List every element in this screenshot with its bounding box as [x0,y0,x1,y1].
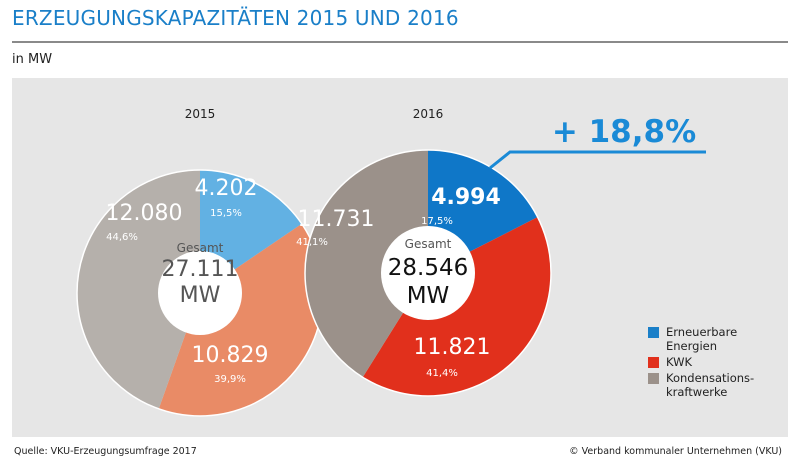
callout-line [489,150,706,170]
donut-hole-2016 [381,226,475,320]
legend: Erneuerbare Energien KWK Kondensations- … [648,325,766,401]
donut-charts: 2015Gesamt27.111MW4.20215,5%10.82939,9%1… [76,107,706,417]
slice-2015-1 [158,223,324,417]
percent-label-2015-1: 39,9% [214,374,246,385]
source-note: Quelle: VKU-Erzeugungsumfrage 2017 [14,446,197,457]
value-label-2016-1: 11.821 [414,335,491,360]
slice-2016-2 [305,150,428,378]
total-caption-2016: Gesamt [405,237,452,251]
chart-title: ERZEUGUNGSKAPAZITÄTEN 2015 UND 2016 [12,6,459,30]
value-label-2015-0: 4.202 [195,176,258,201]
total-value-2015: 27.111 [162,257,239,282]
legend-swatch [648,357,659,368]
value-label-2015-1: 10.829 [192,343,269,368]
total-unit-2015: MW [180,283,221,308]
copyright-note: © Verband kommunaler Unternehmen (VKU) [569,446,782,457]
legend-item-erneuerbare: Erneuerbare Energien [648,325,766,353]
legend-label: KWK [666,355,693,369]
value-label-2016-2: 11.731 [298,207,375,232]
year-label-2015: 2015 [185,107,216,121]
legend-label: Erneuerbare Energien [666,325,738,353]
growth-callout: + 18,8% [552,114,696,150]
percent-label-2016-0: 17,5% [421,216,453,227]
slice-2015-2 [76,170,200,409]
value-label-2016-0: 4.994 [431,185,501,210]
chart-panel: 2015 Gesamt 27.111 MW 4.202 15,5% 10.829 39,9% 1… [12,78,788,437]
pie-outline-2016 [304,149,552,397]
percent-label-2015-2: 44,6% [106,232,138,243]
value-label-2015-2: 12.080 [106,201,183,226]
legend-swatch [648,373,659,384]
percent-label-2015-0: 15,5% [210,208,242,219]
legend-label: Kondensations- kraftwerke [666,371,755,399]
percent-label-2016-2: 41,1% [296,237,328,248]
total-unit-2016: MW [407,283,450,309]
legend-item-kwk: KWK [648,355,766,369]
total-caption-2015: Gesamt [177,241,224,255]
donut-hole-2015 [158,251,242,335]
year-label-2016: 2016 [413,107,444,121]
legend-swatch [648,327,659,338]
legend-item-kondensation: Kondensations- kraftwerke [648,371,766,399]
title-divider [12,41,788,43]
percent-label-2016-1: 41,4% [426,368,458,379]
total-value-2016: 28.546 [388,255,468,281]
unit-label: in MW [12,52,53,67]
